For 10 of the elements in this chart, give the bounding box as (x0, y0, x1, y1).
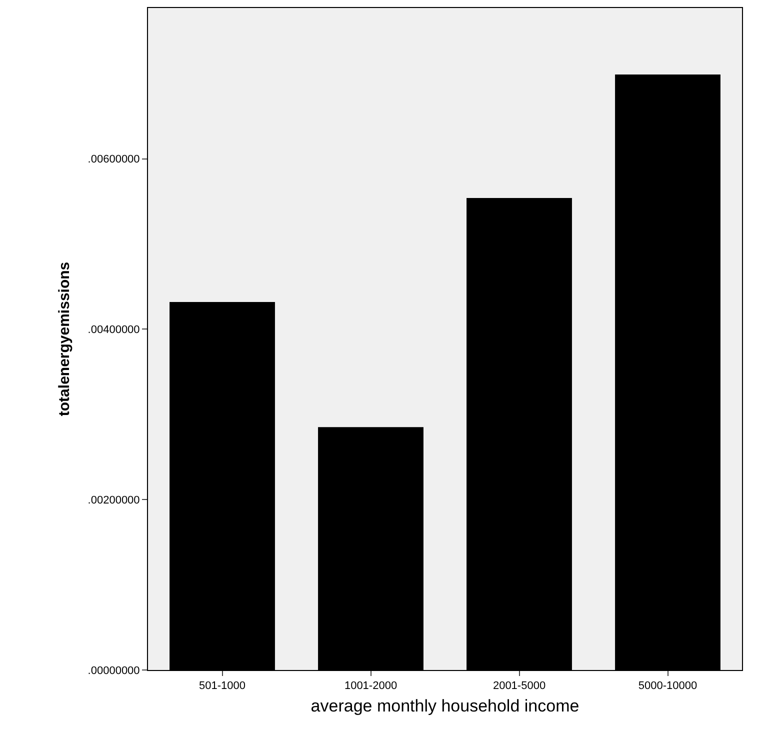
x-tick-label: 2001-5000 (492, 680, 546, 692)
x-tick-label: 501-1000 (199, 680, 246, 692)
y-tick-label: .00200000 (88, 494, 140, 506)
x-tick-label: 1001-2000 (344, 680, 398, 692)
y-tick-label: .00400000 (88, 324, 140, 336)
y-tick-label: .00000000 (88, 664, 140, 677)
y-axis-title: totalenergyemissions (56, 262, 74, 416)
x-tick-label: 5000-10000 (638, 680, 698, 692)
y-tick-label: .00600000 (88, 154, 140, 166)
x-axis-title: average monthly household income (310, 696, 580, 716)
